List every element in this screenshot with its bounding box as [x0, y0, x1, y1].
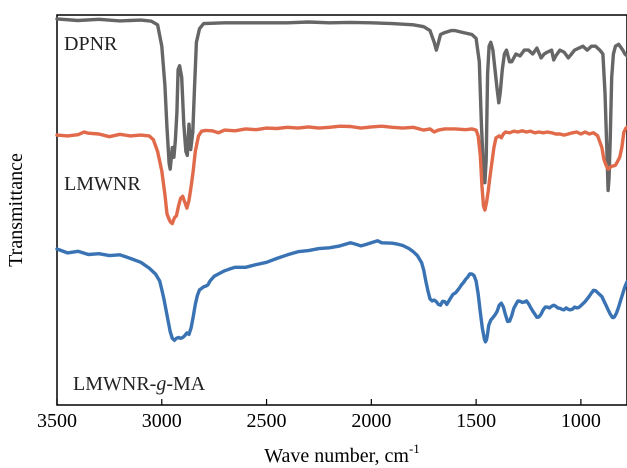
series-line-lmwnr [55, 124, 627, 226]
x-tick-label: 3500 [37, 410, 77, 432]
x-tick-label: 1500 [456, 410, 496, 432]
x-axis-title: Wave number, cm-1 [264, 441, 420, 467]
x-tick-label: 1000 [561, 410, 601, 432]
x-axis-title-superscript: -1 [409, 441, 420, 456]
x-axis: 3500 3000 2500 2000 1500 1000 [37, 399, 601, 432]
series-line-dpnr [55, 17, 627, 193]
x-tick-label: 2000 [351, 410, 391, 432]
series-label-lmwnr: LMWNR [64, 173, 141, 195]
series-label-lmwnr-g-ma: LMWNR-g-MA [73, 373, 206, 395]
y-axis-title: Transmittance [5, 153, 27, 267]
series-labels: DPNR LMWNR LMWNR-g-MA [64, 33, 206, 395]
plot-area-frame [56, 14, 627, 406]
series-layer [55, 17, 627, 344]
series-label-dpnr: DPNR [64, 33, 118, 55]
x-tick-label: 2500 [247, 410, 287, 432]
series-line-lmwnr-g-ma [55, 239, 627, 344]
x-tick-label: 3000 [142, 410, 182, 432]
